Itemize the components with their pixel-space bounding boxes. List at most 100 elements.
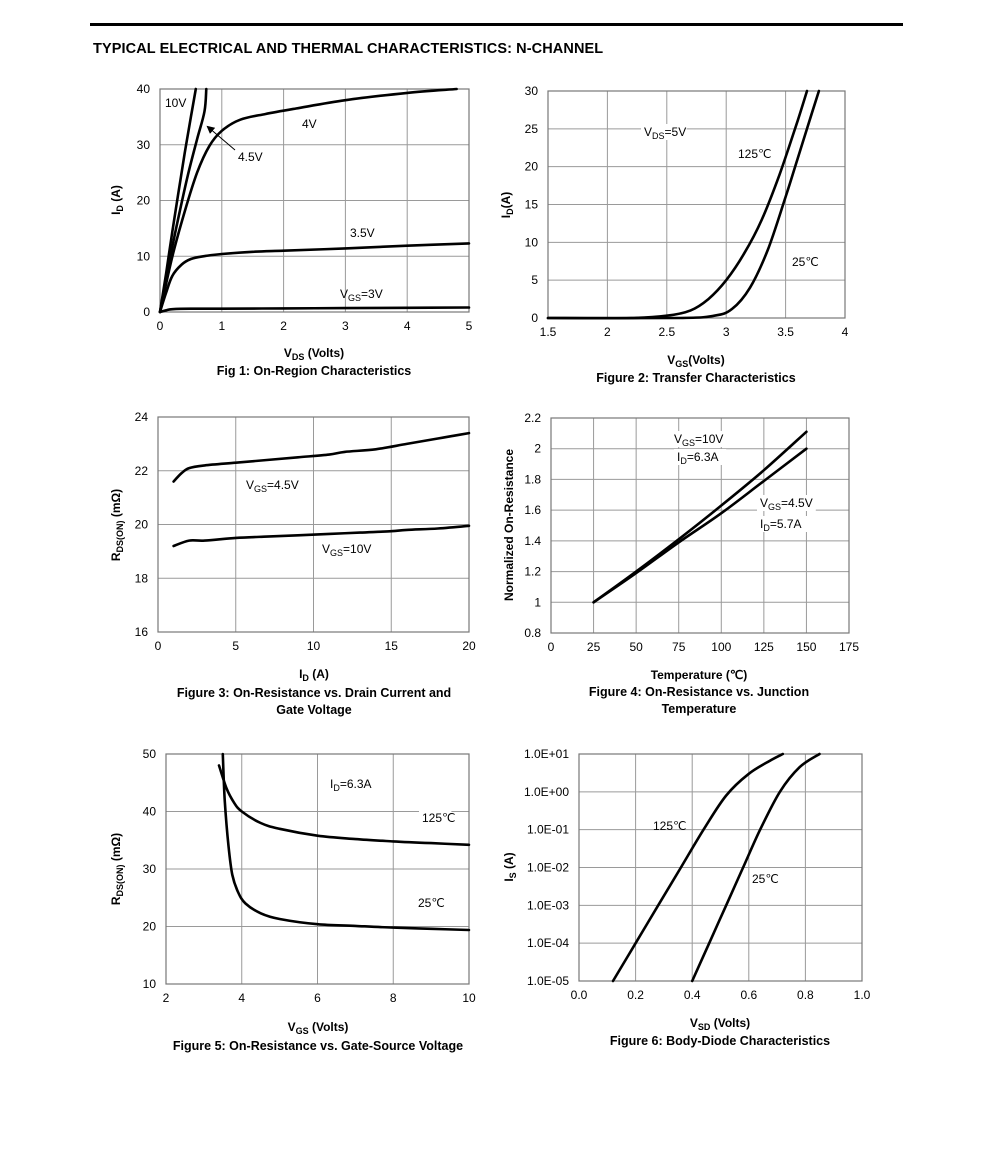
y-axis-label: ID(A) <box>499 192 515 219</box>
x-tick-label: 175 <box>839 640 859 654</box>
x-axis-label: ID (A) <box>299 667 329 683</box>
annotation-label: VGS=4.5V <box>246 478 299 494</box>
y-tick-label: 1.0E-03 <box>527 898 569 912</box>
annotation-label: 125℃ <box>653 819 687 833</box>
x-axis-label: VSD (Volts) <box>690 1016 750 1032</box>
annotation-label: ID=6.3A <box>677 450 719 466</box>
y-axis-label: Normalized On-Resistance <box>502 449 516 601</box>
figure-caption-line2: Temperature <box>662 702 737 716</box>
annotation-label: VDS=5V <box>644 125 686 141</box>
x-axis-label: VGS(Volts) <box>667 353 724 369</box>
figure-caption-line1: Figure 3: On-Resistance vs. Drain Curren… <box>177 686 451 700</box>
x-tick-label: 50 <box>629 640 643 654</box>
x-tick-label: 0.8 <box>797 988 814 1002</box>
x-axis-label: VDS (Volts) <box>284 346 344 362</box>
y-tick-label: 10 <box>525 235 539 249</box>
y-tick-label: 1.0E+01 <box>524 747 569 761</box>
x-tick-label: 1.0 <box>854 988 871 1002</box>
y-tick-label: 15 <box>525 198 539 212</box>
annotation-bg <box>757 516 810 532</box>
figure-caption: Figure 6: Body-Diode Characteristics <box>610 1034 830 1048</box>
y-tick-label: 0.8 <box>524 626 541 640</box>
y-tick-label: 1.0E-01 <box>527 823 569 837</box>
annotation-label: 25℃ <box>792 255 819 269</box>
y-tick-label: 25 <box>525 122 539 136</box>
series-line-1 <box>592 447 808 604</box>
x-tick-label: 0 <box>548 640 555 654</box>
annotation-bg <box>757 495 816 511</box>
x-tick-label: 5 <box>466 319 473 333</box>
annotation-bg <box>419 810 452 826</box>
plot-frame <box>159 88 470 313</box>
annotation-label: 25℃ <box>418 896 445 910</box>
series-line-1 <box>690 752 821 983</box>
y-tick-label: 20 <box>135 518 149 532</box>
y-axis-label: RDS(ON) (mΩ) <box>109 489 125 561</box>
x-tick-label: 5 <box>232 639 239 653</box>
annotation-bg <box>671 431 724 447</box>
figure-caption: Figure 5: On-Resistance vs. Gate-Source … <box>173 1039 463 1053</box>
annotation-label: 125℃ <box>738 147 772 161</box>
x-tick-label: 0.4 <box>684 988 701 1002</box>
x-tick-label: 2 <box>604 325 611 339</box>
chart-fig6: 0.0 0.2 0.4 0.6 0.8 1.0 1.0E-05 1.0E-04 1.0E-03 1… <box>502 747 871 1048</box>
x-tick-label: 0.0 <box>571 988 588 1002</box>
x-tick-label: 10 <box>462 991 476 1005</box>
y-tick-label: 1.4 <box>524 534 541 548</box>
series-line-1 <box>546 89 821 320</box>
annotation-label: 4.5V <box>238 150 263 164</box>
y-tick-label: 1.0E-02 <box>527 861 569 875</box>
annotation-label: ID=6.3A <box>330 777 372 793</box>
x-tick-label: 8 <box>390 991 397 1005</box>
x-tick-label: 125 <box>754 640 774 654</box>
annotation-label: VGS=10V <box>322 542 371 558</box>
x-tick-label: 2.5 <box>658 325 675 339</box>
y-tick-label: 1.0E-04 <box>527 936 569 950</box>
series-line-0 <box>172 431 471 483</box>
y-tick-label: 10 <box>143 977 157 991</box>
x-tick-label: 1.5 <box>540 325 557 339</box>
annotation-label: 25℃ <box>752 872 779 886</box>
x-tick-label: 4 <box>238 991 245 1005</box>
y-tick-label: 1.2 <box>524 565 541 579</box>
y-tick-label: 50 <box>143 747 157 761</box>
plot-frame <box>578 753 863 982</box>
x-tick-label: 0 <box>155 639 162 653</box>
x-tick-label: 6 <box>314 991 321 1005</box>
x-tick-label: 150 <box>796 640 816 654</box>
chart-fig5: 2 4 6 8 10 10 20 30 40 50 ID=6.3A 125℃ 25℃ VGS (Volts… <box>109 747 476 1053</box>
x-tick-label: 4 <box>842 325 849 339</box>
y-tick-label: 20 <box>137 194 151 208</box>
series-line-2 <box>158 87 458 314</box>
x-tick-label: 10 <box>307 639 321 653</box>
x-tick-label: 25 <box>587 640 601 654</box>
x-tick-label: 2 <box>280 319 287 333</box>
series-line-3 <box>158 242 471 314</box>
x-tick-label: 3 <box>342 319 349 333</box>
x-tick-label: 0.6 <box>740 988 757 1002</box>
x-axis-label: VGS (Volts) <box>288 1020 349 1036</box>
y-tick-label: 40 <box>143 805 157 819</box>
y-tick-label: 20 <box>143 920 157 934</box>
y-tick-label: 2.2 <box>524 411 541 425</box>
y-tick-label: 1.8 <box>524 472 541 486</box>
annotation-label: 3.5V <box>350 226 375 240</box>
figure-caption: Fig 1: On-Region Characteristics <box>217 364 412 378</box>
x-tick-label: 100 <box>711 640 731 654</box>
y-tick-label: 30 <box>525 84 539 98</box>
figure-caption: Figure 2: Transfer Characteristics <box>596 371 795 385</box>
y-tick-label: 1.0E+00 <box>524 785 569 799</box>
y-tick-label: 20 <box>525 160 539 174</box>
y-tick-label: 1 <box>534 595 541 609</box>
y-tick-label: 22 <box>135 464 149 478</box>
figure-caption-line2: Gate Voltage <box>276 703 352 717</box>
annotation-label: 125℃ <box>422 811 456 825</box>
y-tick-label: 0 <box>143 305 150 319</box>
y-tick-label: 30 <box>143 862 157 876</box>
y-tick-label: 18 <box>135 571 149 585</box>
annotation-bg <box>641 124 687 140</box>
x-tick-label: 0 <box>157 319 164 333</box>
y-axis-label: RDS(ON) (mΩ) <box>109 833 125 905</box>
series-line-0 <box>611 752 785 983</box>
